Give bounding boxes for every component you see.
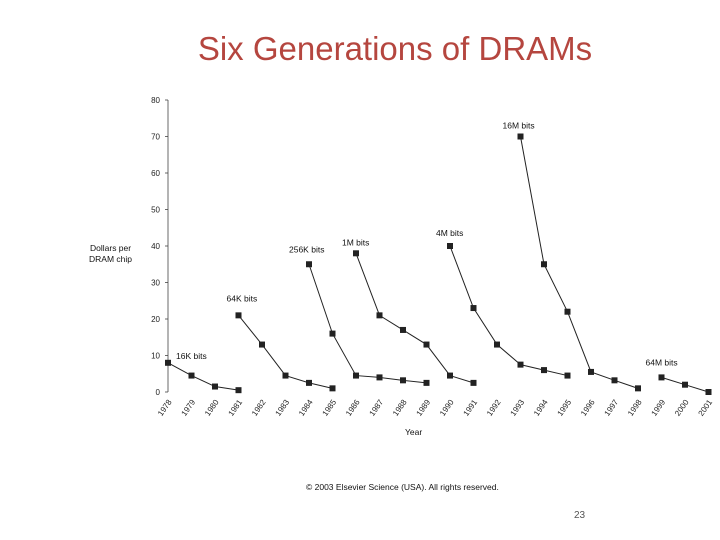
- series-label: 16K bits: [176, 351, 207, 361]
- series-labels: 16K bits 64K bits 256K bits 1M bits 4M bits 1…: [176, 121, 678, 368]
- data-point: [165, 359, 171, 366]
- x-tick-label: 1994: [532, 398, 550, 418]
- x-tick-label: 1983: [274, 398, 292, 418]
- data-point: [494, 341, 500, 348]
- x-tick-label: 1978: [156, 398, 174, 418]
- data-point: [212, 383, 218, 390]
- data-point: [564, 308, 571, 315]
- x-tick-label: 1986: [344, 398, 362, 418]
- y-axis-label-line-1: Dollars per: [90, 243, 131, 253]
- x-tick-label: 1981: [227, 398, 245, 418]
- series-label: 64M bits: [646, 357, 678, 367]
- data-point: [447, 243, 453, 249]
- y-tick-label: 60: [151, 169, 160, 178]
- data-point: [329, 385, 336, 392]
- y-tick-label: 10: [151, 352, 160, 361]
- x-tick-label: 2000: [673, 398, 691, 418]
- data-point: [282, 372, 289, 379]
- data-point: [541, 261, 547, 268]
- data-point: [705, 389, 712, 395]
- x-tick-label: 1979: [180, 398, 198, 418]
- x-tick-label: 2001: [697, 398, 715, 418]
- series-label: 4M bits: [436, 228, 463, 238]
- series-line: [355, 253, 474, 384]
- series-label: 256K bits: [289, 244, 324, 254]
- x-tick-label: 1991: [462, 398, 480, 418]
- data-point: [541, 367, 547, 374]
- series-line: [449, 245, 568, 377]
- data-point: [188, 372, 195, 379]
- series-line: [308, 264, 427, 384]
- series-lines: [167, 136, 709, 393]
- series-line: [520, 136, 639, 389]
- series-label: 1M bits: [342, 237, 369, 247]
- data-point: [235, 387, 242, 394]
- y-axis-label-line-2: DRAM chip: [89, 254, 132, 264]
- y-tick-label: 80: [151, 96, 160, 105]
- data-point: [423, 379, 430, 386]
- page-number: 23: [574, 510, 586, 521]
- x-tick-label: 1992: [485, 398, 503, 418]
- data-point: [517, 361, 524, 368]
- x-tick-label: 1996: [579, 398, 597, 418]
- y-tick-label: 20: [151, 315, 160, 324]
- y-tick-label: 40: [151, 242, 160, 251]
- data-point: [353, 250, 359, 257]
- data-point: [611, 377, 618, 384]
- x-tick-label: 1990: [438, 398, 456, 418]
- x-tick-label: 1989: [415, 398, 433, 418]
- series-label: 64K bits: [227, 293, 258, 303]
- data-point: [376, 312, 383, 319]
- x-tick-label: 1987: [368, 398, 386, 418]
- x-axis-label: Year: [405, 427, 422, 437]
- x-tick-label: 1980: [203, 398, 221, 418]
- data-point: [400, 326, 406, 333]
- y-tick-label: 30: [151, 279, 160, 288]
- data-point: [682, 381, 688, 388]
- copyright-notice: © 2003 Elsevier Science (USA). All right…: [306, 482, 499, 492]
- x-tick-label: 1985: [321, 398, 339, 418]
- chart-axes: 0 10 20 30 40 50 60 70 80 1978 1979 1980 1981 1982 198…: [151, 96, 714, 418]
- x-tick-label: 1998: [626, 398, 644, 418]
- data-point: [564, 372, 571, 379]
- data-point: [517, 133, 524, 140]
- data-point: [306, 379, 312, 386]
- y-tick-label: 50: [151, 206, 160, 215]
- x-tick-label: 1982: [250, 398, 268, 418]
- x-tick-label: 1988: [391, 398, 409, 418]
- series-line: [167, 362, 239, 391]
- x-tick-label: 1993: [509, 398, 527, 418]
- data-point: [423, 341, 430, 348]
- data-point: [588, 368, 594, 375]
- data-point: [470, 305, 477, 312]
- data-point: [447, 372, 453, 379]
- y-tick-label: 0: [156, 388, 161, 397]
- data-point: [329, 330, 336, 337]
- data-point: [376, 374, 383, 381]
- x-tick-label: 1984: [297, 398, 315, 418]
- data-point: [470, 379, 477, 386]
- x-tick-label: 1999: [650, 398, 668, 418]
- x-tick-label: 1995: [556, 398, 574, 418]
- data-point: [259, 341, 265, 348]
- data-point: [353, 372, 359, 379]
- slide-title: Six Generations of DRAMs: [197, 30, 593, 67]
- series-markers: [165, 133, 712, 395]
- series-label: 16M bits: [503, 121, 535, 131]
- data-point: [235, 312, 242, 319]
- data-point: [400, 377, 406, 384]
- x-tick-label: 1997: [603, 398, 621, 418]
- y-tick-label: 70: [151, 133, 160, 142]
- data-point: [306, 261, 312, 268]
- data-point: [635, 385, 641, 392]
- data-point: [658, 374, 665, 381]
